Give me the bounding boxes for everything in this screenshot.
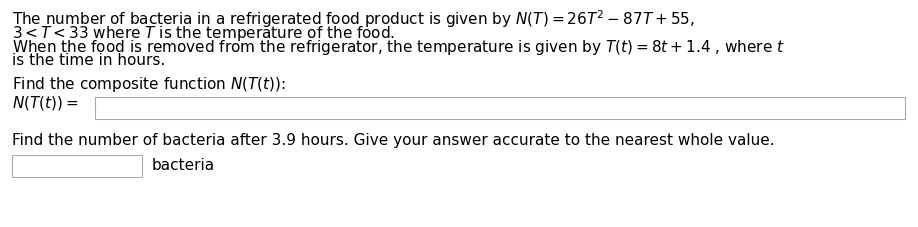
Text: When the food is removed from the refrigerator, the temperature is given by $T(t: When the food is removed from the refrig… [12,38,785,57]
Text: is the time in hours.: is the time in hours. [12,53,165,68]
Text: bacteria: bacteria [152,158,215,173]
Text: The number of bacteria in a refrigerated food product is given by $N(T) = 26T^2 : The number of bacteria in a refrigerated… [12,8,695,30]
Text: $3 < T < 33$ where $T$ is the temperature of the food.: $3 < T < 33$ where $T$ is the temperatur… [12,24,396,43]
FancyBboxPatch shape [12,155,142,177]
Text: $N(T(t)) =$: $N(T(t)) =$ [12,94,79,112]
Text: Find the number of bacteria after 3.9 hours. Give your answer accurate to the ne: Find the number of bacteria after 3.9 ho… [12,133,775,148]
Text: Find the composite function $N(T(t))$:: Find the composite function $N(T(t))$: [12,75,286,94]
FancyBboxPatch shape [95,97,905,119]
